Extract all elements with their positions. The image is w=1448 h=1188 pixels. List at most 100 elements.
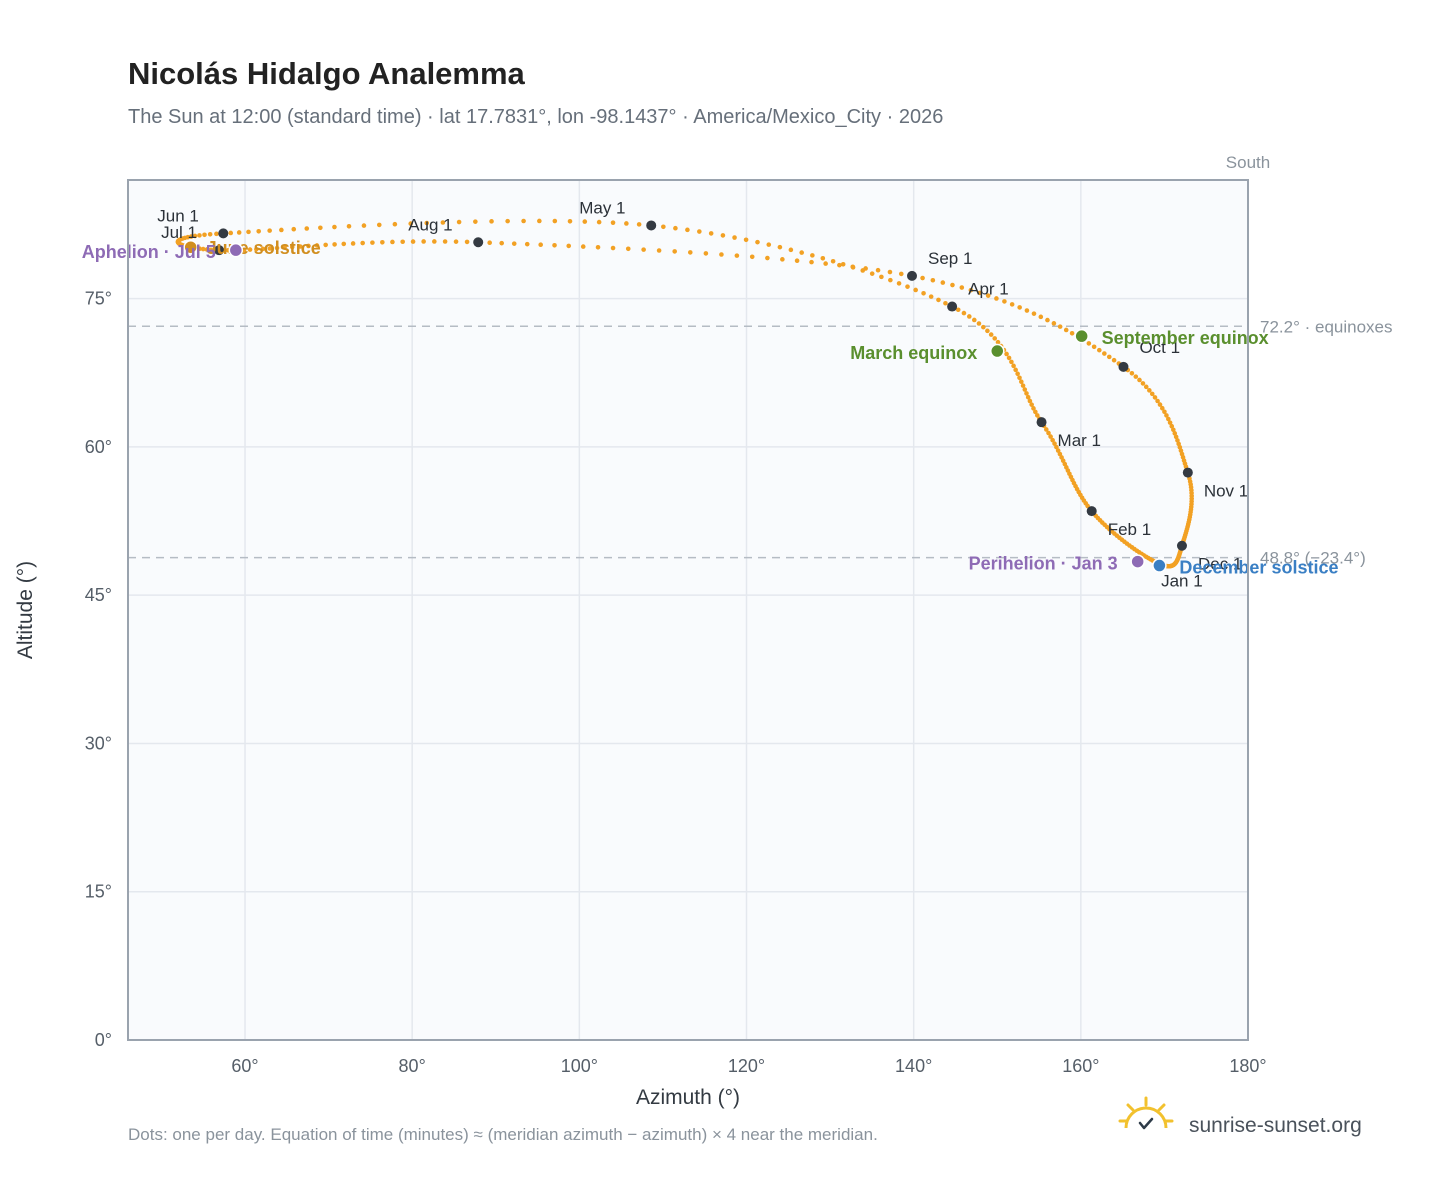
daily-sun-dot — [1167, 420, 1173, 425]
daily-sun-dot — [799, 250, 805, 255]
daily-sun-dot — [921, 291, 926, 296]
daily-sun-dot — [977, 290, 982, 296]
daily-sun-dot — [1052, 441, 1057, 446]
daily-sun-dot — [940, 280, 946, 285]
daily-sun-dot — [1051, 321, 1057, 326]
daily-sun-dot — [1057, 324, 1063, 329]
footnote: Dots: one per day. Equation of time (min… — [128, 1125, 878, 1144]
daily-sun-dot — [1017, 375, 1022, 381]
daily-sun-dot — [896, 281, 902, 286]
daily-sun-dot — [780, 257, 785, 262]
grid-lines — [128, 180, 1249, 1041]
daily-sun-dot — [1157, 402, 1163, 407]
daily-sun-dot — [1022, 387, 1028, 392]
daily-sun-dot — [875, 267, 881, 273]
daily-sun-dot — [1171, 427, 1176, 433]
daily-sun-dot — [1175, 438, 1180, 443]
daily-sun-dot — [499, 240, 504, 246]
daily-sun-dot — [346, 224, 352, 229]
event-marker-label: March equinox — [850, 343, 977, 363]
daily-sun-dot — [1020, 383, 1026, 388]
event-marker-label: Perihelion · Jan 3 — [969, 554, 1118, 574]
daily-sun-dot — [424, 220, 430, 226]
daily-sun-dot — [370, 240, 375, 245]
daily-sun-dot — [408, 221, 414, 226]
daily-sun-dot — [1025, 394, 1031, 400]
daily-sun-dot — [595, 244, 601, 250]
month-marker-label: Apr 1 — [968, 280, 1009, 299]
daily-sun-dot — [323, 242, 328, 248]
x-axis-label: Azimuth (°) — [636, 1086, 740, 1109]
month-marker-label: Jan 1 — [1161, 572, 1203, 591]
y-tick-label: 30° — [85, 733, 112, 753]
daily-sun-dot — [214, 231, 219, 237]
daily-sun-dot — [236, 230, 242, 235]
daily-sun-dot — [788, 247, 794, 253]
event-marker-label: Aphelion · Jul 5 — [82, 242, 216, 262]
y-tick-label: 45° — [85, 585, 112, 605]
daily-sun-dot — [840, 261, 846, 267]
daily-sun-dot — [580, 244, 586, 249]
month-marker-dot — [1086, 506, 1097, 517]
meridian-label: South — [1226, 153, 1270, 172]
daily-sun-dot — [955, 307, 961, 313]
month-marker-dot — [214, 245, 225, 256]
month-marker-dot — [947, 301, 958, 312]
daily-sun-dot — [995, 339, 1001, 345]
chart-title: Nicolás Hidalgo Analemma — [128, 56, 526, 91]
daily-sun-dot — [442, 239, 448, 244]
daily-sun-dot — [656, 248, 662, 253]
altitude-reference-label: 72.2° · equinoxes — [1260, 317, 1393, 336]
month-marker-label: Feb 1 — [1108, 520, 1151, 539]
chart-subtitle: The Sun at 12:00 (standard time) · lat 1… — [128, 106, 943, 128]
daily-sun-dot — [766, 242, 772, 247]
daily-sun-dot — [192, 233, 198, 239]
daily-sun-dot — [1143, 384, 1149, 390]
daily-sun-dot — [777, 244, 783, 250]
daily-sun-dot — [1054, 444, 1059, 450]
daily-sun-dot — [304, 226, 310, 231]
daily-sun-dot — [521, 218, 526, 224]
event-marker-dot — [990, 343, 1005, 359]
daily-sun-dot — [1046, 430, 1051, 436]
daily-sun-dot — [610, 245, 616, 251]
daily-sun-dot — [971, 317, 977, 323]
daily-sun-dot — [1013, 367, 1018, 373]
daily-sun-dot — [282, 245, 287, 250]
daily-sun-dot — [869, 271, 875, 276]
daily-sun-dot — [256, 228, 261, 234]
daily-sun-dot — [1069, 330, 1075, 336]
plot-frame — [127, 179, 1249, 1041]
month-marker-label: Nov 1 — [1204, 482, 1248, 501]
daily-sun-dot — [905, 284, 910, 289]
daily-sun-dot — [306, 243, 311, 249]
daily-sun-dot — [1045, 317, 1050, 323]
daily-sun-dot — [380, 239, 385, 245]
daily-sun-dot — [810, 253, 815, 258]
month-marker-label: Aug 1 — [408, 215, 452, 234]
event-markers: March equinox June solstice September equi… — [82, 238, 1339, 577]
daily-sun-dot — [487, 240, 492, 246]
daily-sun-dot — [400, 239, 405, 245]
daily-sun-dot — [1015, 371, 1020, 377]
daily-sun-dot — [1164, 413, 1169, 418]
daily-sun-dot — [267, 228, 272, 233]
daily-sun-dot — [1169, 423, 1175, 429]
x-tick-label: 100° — [561, 1056, 598, 1076]
daily-sun-dot — [994, 296, 999, 301]
daily-sun-dot — [552, 243, 557, 248]
daily-sun-dot — [697, 229, 702, 234]
daily-sun-dot — [1011, 363, 1016, 369]
daily-sun-dot — [440, 220, 446, 225]
event-marker-dot — [1074, 328, 1089, 344]
daily-sun-dot — [708, 231, 714, 236]
y-tick-label: 15° — [85, 882, 112, 902]
brand-logo[interactable]: sunrise-sunset.org — [1118, 1096, 1362, 1137]
event-marker-dot — [1152, 558, 1167, 573]
daily-sun-dot — [267, 246, 273, 251]
daily-sun-dot — [567, 218, 573, 224]
daily-sun-dot — [720, 233, 726, 238]
month-marker-label: Jul 1 — [161, 223, 197, 242]
daily-sun-dot — [254, 246, 259, 252]
daily-sun-dot — [204, 247, 210, 252]
